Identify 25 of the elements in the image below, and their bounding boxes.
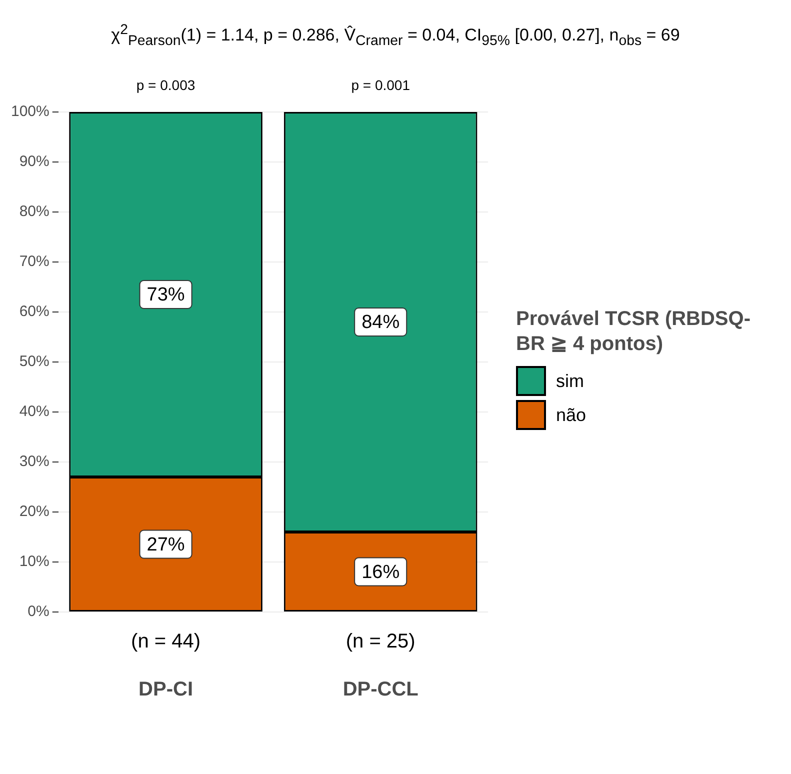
annotation: p = 0.001: [351, 76, 410, 93]
y-tick-label: 60%: [19, 303, 50, 320]
y-tick-label: 0%: [28, 603, 50, 620]
y-tick-label: 100%: [10, 103, 50, 120]
chart-title: χ$^{2}$$_{Pearson}$(1) = 1.14, p = 0.286, V̂$_{Cramer}$ = 0.04, CI$_{95%}$ [0.00, 0.27], n$_{obs}$ = 69: [111, 22, 680, 50]
y-tick-label: 80%: [19, 203, 50, 220]
data-label: 84%: [362, 312, 400, 334]
y-tick-label: 40%: [19, 403, 50, 420]
annotation: (n = 44): [131, 630, 201, 653]
annotation: p = 0.003: [136, 76, 196, 93]
legend-title: Provável TCSR (RBDSQ-BR ≧ 4 pontos): [516, 308, 752, 356]
annotation: (n = 25): [346, 630, 416, 653]
data-label: 73%: [146, 284, 185, 306]
y-tick-label: 30%: [19, 453, 50, 470]
y-tick-label: 70%: [19, 253, 50, 270]
data-label: 27%: [146, 534, 185, 556]
data-label: 16%: [362, 562, 400, 583]
y-tick-label: 50%: [19, 353, 50, 370]
legend-label: não: [556, 404, 586, 426]
x-tick-label: DP-CCL: [342, 678, 418, 701]
y-tick-label: 90%: [19, 153, 50, 170]
x-tick-label: DP-CI: [138, 678, 193, 701]
y-tick-label: 10%: [19, 553, 50, 570]
y-tick-label: 20%: [19, 503, 50, 520]
text: sim: [556, 370, 584, 392]
